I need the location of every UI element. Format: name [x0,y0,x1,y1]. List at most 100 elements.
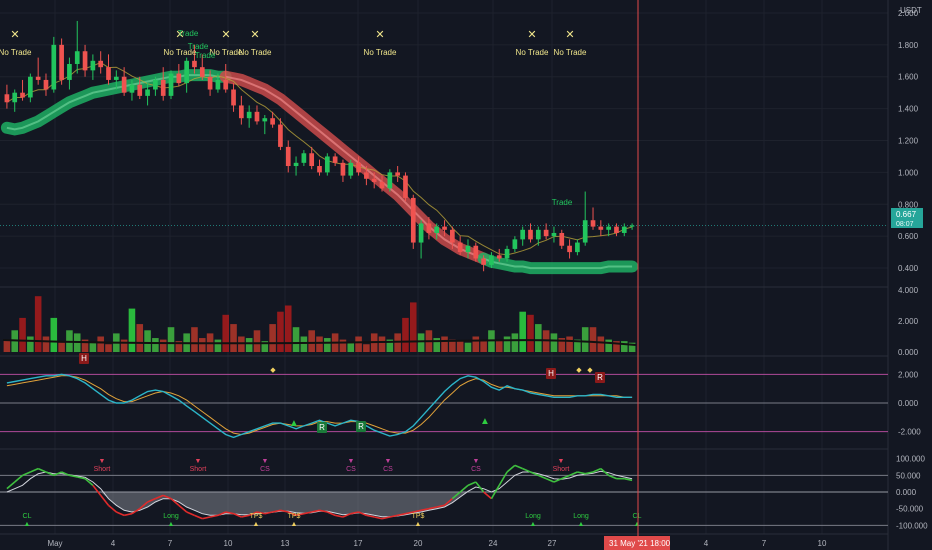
osc-primary-segment [327,511,336,517]
price-tick-label: 1.200 [898,137,919,146]
osc-primary-segment [170,498,180,506]
volume-bar [230,324,237,352]
price-badge-bg [891,208,923,228]
osc-bottom-marker: ▲ [291,521,298,528]
volume-bar [441,336,448,352]
volume-bar [19,317,26,352]
time-tick-label: 27 [548,539,557,548]
candlestick-series [4,20,635,272]
osc-bottom-label: TP$ [412,513,425,520]
osc-top-label: CS [383,466,393,473]
osc-fill-area [6,492,633,517]
osc-primary-segment [45,471,55,477]
osc-primary-segment [319,509,328,513]
osc-primary-segment [84,478,94,486]
candle-body [184,60,189,84]
osc-primary-segment [194,514,203,520]
volume-bar [503,336,511,352]
time-tick-label: 10 [224,539,233,548]
volume-bar [144,330,151,352]
macd-diamond: ◆ [270,367,276,374]
osc-primary-segment [428,506,437,510]
macd-tick-label: 2.000 [898,370,919,379]
macd-tick-label: -2.000 [898,428,921,437]
osc-primary-segment [592,467,602,473]
volume-bar [245,338,253,352]
cursor-time-label: 31 May '21 18:00 [609,539,671,548]
osc-primary-segment [553,477,563,483]
candle-body [285,146,291,167]
candle-body [12,92,18,103]
candle-body [567,245,572,253]
candle-body [551,232,557,237]
ribbon-red-segment-core [225,75,484,260]
osc-bottom-marker: ▲ [24,521,31,528]
no-trade-marker: ✕ [10,29,19,41]
osc-primary-segment [217,511,227,517]
volume-bar [464,342,472,352]
candle-body [74,51,80,64]
trade-label: Trade [188,42,209,51]
osc-primary-segment [131,507,141,515]
osc-primary-segment [436,504,445,508]
osc-primary-segment [225,511,234,515]
osc-primary-segment [295,512,305,517]
osc-primary-segment [342,512,352,518]
volume-bar [214,339,222,352]
volume-bar [261,341,269,352]
oscillator-pane: ▼Short▼Short▼CS▼CS▼CS▼CS▼ShortCL▲Long▲TP… [0,458,888,528]
osc-primary-segment [280,509,289,513]
candle-body [598,226,604,230]
osc-primary-segment [77,476,86,480]
oscillator-tick-label: -50.000 [896,505,924,514]
volume-bar [519,311,526,352]
osc-top-marker: ▼ [473,458,480,465]
countdown-value: 08:07 [896,221,914,228]
volume-bar [628,342,636,352]
candle-body [410,197,416,243]
time-axis[interactable]: May 4 7 10 13 17 20 24 27 4 7 10 [47,539,827,548]
price-axis[interactable]: USDT 2.000 1.800 1.600 1.400 1.200 1.000 0.800… [898,6,922,273]
candle-body [82,51,88,71]
candle-body [621,226,627,233]
oscillator-axis: 100.000 50.000 0.000 -50.000 -100.000 [896,455,928,531]
candle-body [364,172,369,179]
candle-body [348,162,354,176]
macd-up-triangle: ▲ [480,416,490,427]
osc-primary-segment [467,481,477,487]
volume-bar [409,302,417,352]
volume-bar [167,327,175,352]
osc-primary-segment [514,464,523,470]
candle-body [199,67,205,77]
moving-average-path [6,62,633,256]
volume-bar [128,308,136,352]
osc-primary-segment [241,514,250,518]
osc-primary-segment [413,509,422,513]
osc-top-label: Short [190,466,207,473]
candle-body [379,181,385,189]
volume-bar [269,324,276,352]
candle-body [293,162,299,167]
volume-bar [527,314,534,352]
macd-axis: 2.000 0.000 -2.000 [898,370,921,436]
candle-body [426,223,432,233]
osc-primary-segment [162,494,172,500]
osc-primary-segment [397,512,406,517]
osc-primary-segment [123,512,133,517]
volume-bar [175,341,183,352]
volume-bar [136,324,144,352]
candle-body [582,220,588,243]
osc-primary-segment [178,504,188,513]
time-tick-label: 17 [354,539,363,548]
volume-bar [339,339,347,352]
osc-primary-segment [366,514,375,518]
volume-bar [277,311,284,352]
candle-body [113,76,119,80]
candle-body [176,73,182,84]
volume-bar [402,317,409,352]
osc-primary-segment [624,477,633,482]
volume-bar [433,338,441,352]
candle-body [239,105,244,119]
candle-body [262,118,268,122]
